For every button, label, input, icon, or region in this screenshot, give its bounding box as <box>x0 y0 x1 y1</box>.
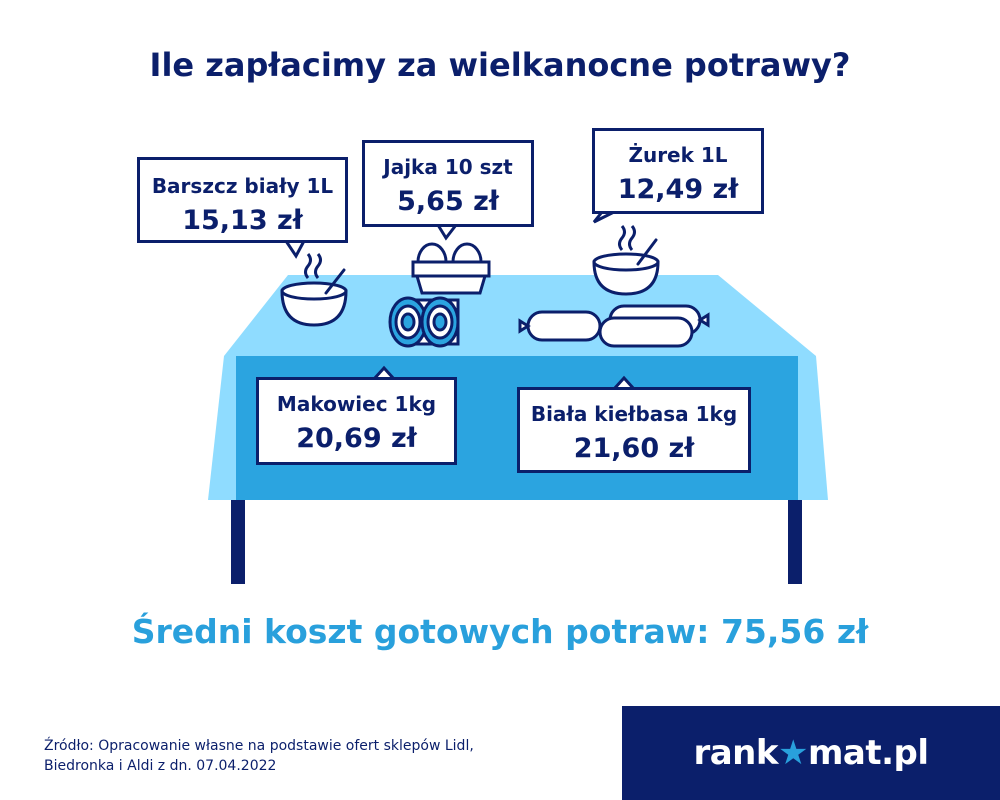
page-title: Ile zapłacimy za wielkanocne potrawy? <box>149 46 851 84</box>
price-bubble-jajka: Jajka 10 szt 5,65 zł <box>362 140 534 227</box>
bubble-tail-barszcz <box>284 240 306 259</box>
item-label: Jajka 10 szt <box>383 155 513 179</box>
makowiec-icon <box>388 296 460 348</box>
bubble-tail-kielbasa <box>612 375 636 391</box>
source-note: Źródło: Opracowanie własne na podstawie … <box>44 736 604 776</box>
source-line-2: Biedronka i Aldi z dn. 07.04.2022 <box>44 758 277 774</box>
bubble-tail-makowiec <box>372 365 396 381</box>
item-price: 21,60 zł <box>573 433 695 464</box>
star-icon: ★ <box>778 733 808 773</box>
bubble-tail-zurek <box>592 210 615 224</box>
item-label: Makowiec 1kg <box>276 392 437 416</box>
item-price: 12,49 zł <box>617 174 739 205</box>
item-label: Biała kiełbasa 1kg <box>530 402 738 426</box>
price-bubble-barszcz: Barszcz biały 1L 15,13 zł <box>137 157 348 243</box>
item-price: 5,65 zł <box>397 186 499 217</box>
item-price: 20,69 zł <box>296 423 417 454</box>
zurek-bowl-icon <box>592 225 660 296</box>
price-bubble-kielbasa: Biała kiełbasa 1kg 21,60 zł <box>517 387 751 473</box>
bubble-tail-jajka <box>436 224 458 241</box>
item-label: Barszcz biały 1L <box>151 174 334 198</box>
table-leg-right <box>788 488 802 584</box>
average-cost: Średni koszt gotowych potraw: 75,56 zł <box>131 612 869 651</box>
price-bubble-makowiec: Makowiec 1kg 20,69 zł <box>256 377 457 465</box>
barszcz-bowl-icon <box>280 253 348 327</box>
price-bubble-zurek: Żurek 1L 12,49 zł <box>592 128 764 214</box>
item-price: 15,13 zł <box>182 205 303 236</box>
item-label: Żurek 1L <box>628 143 728 167</box>
table-leg-left <box>231 488 245 584</box>
brand-wordmark: rank★mat.pl <box>693 733 929 773</box>
source-line-1: Źródło: Opracowanie własne na podstawie … <box>44 738 474 754</box>
eggs-icon <box>411 242 491 295</box>
sausage-icon <box>518 304 710 348</box>
brand-logo: rank★mat.pl <box>622 706 1000 800</box>
